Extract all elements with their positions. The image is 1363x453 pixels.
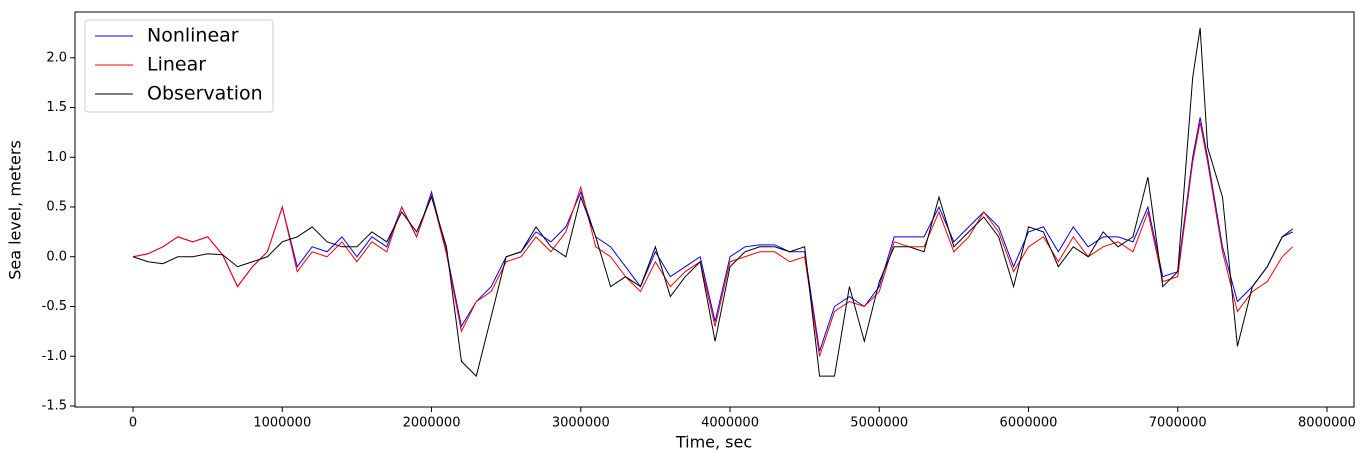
series-line xyxy=(132,122,1294,357)
x-tick-label: 5000000 xyxy=(850,416,908,431)
y-tick-label: 0.0 xyxy=(46,249,67,264)
x-tick-label: 8000000 xyxy=(1298,416,1356,431)
y-tick-label: -1.0 xyxy=(42,349,67,364)
series-line xyxy=(132,117,1293,352)
y-tick-label: 1.0 xyxy=(46,150,67,165)
legend-label: Nonlinear xyxy=(147,25,239,47)
x-axis-label: Time, sec xyxy=(675,433,752,452)
legend-label: Linear xyxy=(147,54,206,76)
legend-label: Observation xyxy=(147,83,263,105)
x-tick-label: 7000000 xyxy=(1149,416,1207,431)
y-tick-label: -0.5 xyxy=(42,299,67,314)
x-tick-label: 6000000 xyxy=(1000,416,1058,431)
y-tick-label: 0.5 xyxy=(46,200,67,215)
x-tick-label: 4000000 xyxy=(701,416,759,431)
legend-box xyxy=(84,19,274,113)
x-tick-label: 1000000 xyxy=(253,416,311,431)
y-tick-label: 1.5 xyxy=(46,100,67,115)
x-tick-label: 2000000 xyxy=(403,416,461,431)
y-tick-label: 2.0 xyxy=(46,50,67,65)
series-line xyxy=(132,27,1293,378)
x-tick-label: 0 xyxy=(129,416,137,431)
y-axis-label: Sea level, meters xyxy=(6,140,25,280)
plot-frame xyxy=(74,11,1355,408)
x-tick-label: 3000000 xyxy=(552,416,610,431)
y-tick-label: -1.5 xyxy=(42,399,67,414)
